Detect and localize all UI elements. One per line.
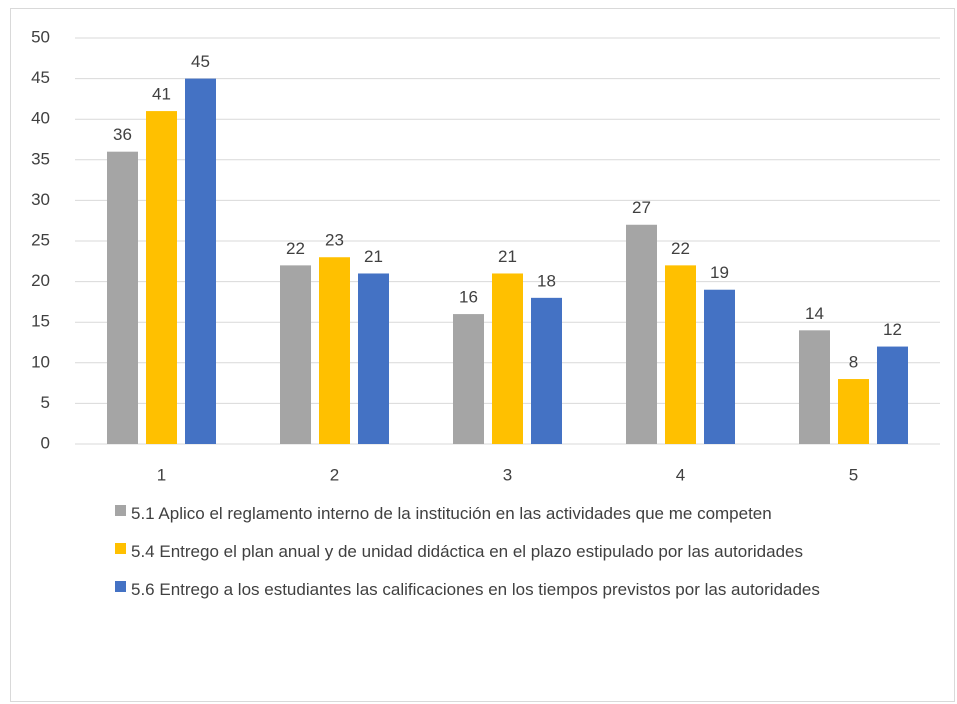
bar xyxy=(146,111,177,444)
value-label: 22 xyxy=(286,239,305,258)
bar xyxy=(877,346,908,444)
y-tick-label: 0 xyxy=(41,433,50,452)
bar xyxy=(531,297,562,444)
legend-swatch xyxy=(115,505,126,516)
bar xyxy=(838,379,869,444)
bar xyxy=(319,257,350,444)
bar xyxy=(280,265,311,444)
value-label: 41 xyxy=(152,85,171,104)
x-tick-label: 3 xyxy=(503,465,512,484)
value-label: 18 xyxy=(537,271,556,290)
legend: 5.1 Aplico el reglamento interno de la i… xyxy=(115,498,875,612)
x-tick-label: 5 xyxy=(849,465,858,484)
value-label: 21 xyxy=(498,247,517,266)
legend-label: 5.1 Aplico el reglamento interno de la i… xyxy=(131,504,772,523)
bar xyxy=(704,289,735,444)
y-tick-label: 10 xyxy=(31,352,50,371)
value-label: 14 xyxy=(805,304,824,323)
bar xyxy=(453,314,484,444)
bar xyxy=(492,273,523,444)
value-label: 36 xyxy=(113,125,132,144)
value-label: 45 xyxy=(191,52,210,71)
value-label: 23 xyxy=(325,231,344,250)
bar xyxy=(107,151,138,444)
value-label: 19 xyxy=(710,263,729,282)
x-tick-label: 1 xyxy=(157,465,166,484)
bar xyxy=(626,224,657,444)
bar xyxy=(665,265,696,444)
value-label: 16 xyxy=(459,288,478,307)
y-tick-label: 30 xyxy=(31,190,50,209)
value-label: 27 xyxy=(632,198,651,217)
chart-frame xyxy=(10,8,955,702)
legend-label: 5.4 Entrego el plan anual y de unidad di… xyxy=(131,542,803,561)
legend-label: 5.6 Entrego a los estudiantes las califi… xyxy=(131,580,820,599)
bar xyxy=(358,273,389,444)
y-tick-label: 15 xyxy=(31,312,50,331)
x-tick-label: 2 xyxy=(330,465,339,484)
y-tick-label: 25 xyxy=(31,230,50,249)
value-label: 22 xyxy=(671,239,690,258)
bar xyxy=(185,78,216,444)
value-label: 12 xyxy=(883,320,902,339)
y-tick-label: 20 xyxy=(31,271,50,290)
y-tick-label: 45 xyxy=(31,68,50,87)
x-tick-label: 4 xyxy=(676,465,685,484)
y-tick-label: 40 xyxy=(31,109,50,128)
value-label: 21 xyxy=(364,247,383,266)
legend-item: 5.1 Aplico el reglamento interno de la i… xyxy=(115,498,875,530)
bar xyxy=(799,330,830,444)
legend-swatch xyxy=(115,581,126,592)
y-tick-label: 5 xyxy=(41,393,50,412)
legend-swatch xyxy=(115,543,126,554)
legend-item: 5.6 Entrego a los estudiantes las califi… xyxy=(115,574,875,606)
y-tick-label: 35 xyxy=(31,149,50,168)
y-tick-label: 50 xyxy=(31,27,50,46)
value-label: 8 xyxy=(849,353,858,372)
legend-item: 5.4 Entrego el plan anual y de unidad di… xyxy=(115,536,875,568)
